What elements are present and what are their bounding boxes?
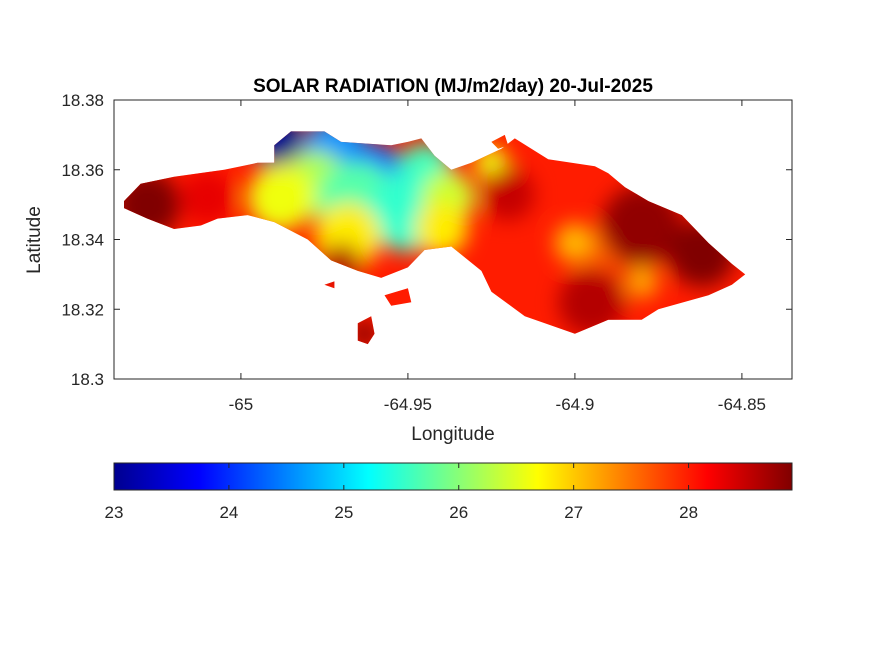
y-tick-label: 18.32 bbox=[61, 300, 104, 319]
heatmap-cell-23 bbox=[321, 243, 362, 284]
heatmap-cell-11 bbox=[414, 202, 468, 256]
y-axis-label: Latitude bbox=[24, 206, 45, 274]
colorbar-tick-label: 23 bbox=[105, 503, 124, 522]
heatmap-cell-13 bbox=[554, 223, 595, 263]
colorbar-tick-label: 24 bbox=[219, 503, 238, 522]
x-axis: -65 -64.95 -64.9 -64.85 bbox=[229, 100, 766, 414]
x-tick-label: -65 bbox=[229, 395, 254, 414]
colorbar-tick-label: 27 bbox=[564, 503, 583, 522]
heatmap-cell-21 bbox=[180, 170, 235, 225]
heatmap-cell-22 bbox=[351, 320, 378, 345]
heatmap-cell-10 bbox=[247, 164, 315, 232]
y-tick-label: 18.38 bbox=[61, 91, 104, 110]
x-axis-label: Longitude bbox=[411, 424, 494, 445]
colorbar-tick-label: 26 bbox=[449, 503, 468, 522]
heatmap-cell-19 bbox=[481, 167, 535, 221]
colorbar-ticks: 23 24 25 26 27 28 bbox=[105, 463, 698, 522]
y-tick-label: 18.36 bbox=[61, 161, 104, 180]
chart-title: SOLAR RADIATION (MJ/m2/day) 20-Jul-2025 bbox=[253, 76, 653, 97]
heatmap-cell-18 bbox=[558, 268, 625, 336]
y-axis: 18.3 18.32 18.34 18.36 18.38 bbox=[61, 91, 792, 389]
heatmap-cell-0 bbox=[247, 131, 301, 166]
y-tick-label: 18.34 bbox=[61, 231, 104, 250]
x-tick-label: -64.9 bbox=[556, 395, 595, 414]
heatmap-cell-20 bbox=[124, 171, 181, 239]
colorbar-gradient bbox=[113, 462, 793, 491]
y-tick-label: 18.3 bbox=[71, 370, 104, 389]
heatmap-cell-14 bbox=[625, 264, 659, 299]
heatmap-cell-17 bbox=[668, 220, 736, 287]
x-tick-label: -64.95 bbox=[384, 395, 432, 414]
colorbar: 23 24 25 26 27 28 bbox=[105, 462, 793, 522]
colorbar-tick-label: 25 bbox=[334, 503, 353, 522]
heatmap-layer bbox=[124, 131, 746, 345]
colorbar-tick-label: 28 bbox=[679, 503, 698, 522]
x-tick-label: -64.85 bbox=[718, 395, 766, 414]
